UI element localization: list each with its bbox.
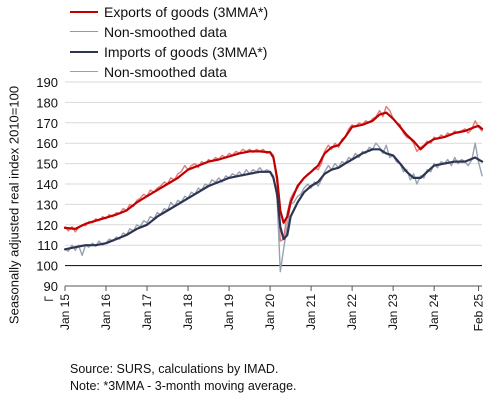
x-tick-label-1: Jan 16: [99, 294, 113, 330]
y-axis-title: Seasonally adjusted real index 2010=100: [6, 85, 22, 325]
legend-swatch-exports: [70, 11, 98, 14]
legend-label-exports-raw: Non-smoothed data: [104, 24, 227, 40]
x-tick-label-3: Jan 18: [181, 294, 195, 330]
y-tick-label-100: 100: [36, 259, 58, 274]
x-tick-label-8: Jan 23: [386, 294, 400, 330]
y-tick-label-160: 160: [36, 136, 58, 151]
y-tick-label-110: 110: [37, 238, 58, 253]
series-lines: [63, 105, 484, 273]
x-tick-label-5: Jan 20: [263, 294, 277, 330]
legend-swatch-exports-raw: [70, 31, 98, 33]
legend-swatch-imports: [70, 51, 98, 54]
legend-label-exports: Exports of goods (3MMA*): [104, 4, 269, 20]
y-tick-label-190: 190: [36, 75, 58, 90]
y-tick-label-180: 180: [36, 95, 58, 110]
legend-label-imports-raw: Non-smoothed data: [104, 64, 227, 80]
moving-average-note: Note: *3MMA - 3-month moving average.: [70, 379, 297, 393]
axes: [44, 285, 482, 301]
exports-raw-line: [64, 105, 483, 242]
x-tick-label-2: Jan 17: [140, 294, 154, 330]
x-tick-label-6: Jan 21: [304, 294, 318, 330]
y-tick-label-140: 140: [36, 177, 58, 192]
source-note: Source: SURS, calculations by IMAD.: [70, 362, 279, 376]
gridlines: [65, 81, 482, 267]
x-tick-label-4: Jan 19: [222, 294, 236, 330]
tick-labels: 90 100 110 120 130 140 150 160 170 180 190 Jan 15 Ja…: [36, 75, 485, 331]
chart-footnote: Source: SURS, calculations by IMAD. Note…: [70, 361, 297, 395]
x-tick-label-9: Jan 24: [427, 294, 441, 330]
axis-break-mark: [44, 296, 53, 301]
y-tick-label-130: 130: [36, 197, 58, 212]
y-tick-label-150: 150: [36, 157, 58, 172]
x-tick-label-10: Feb 25: [472, 294, 486, 332]
exports-3mma-line: [63, 111, 484, 230]
y-tick-label-170: 170: [36, 116, 58, 131]
x-tick-label-7: Jan 22: [345, 294, 359, 330]
y-tick-label-120: 120: [36, 218, 58, 233]
imports-3mma-line: [63, 148, 484, 251]
legend-label-imports: Imports of goods (3MMA*): [104, 44, 268, 60]
legend-swatch-imports-raw: [70, 71, 98, 73]
y-tick-label-90: 90: [44, 279, 58, 294]
x-tick-label-0: Jan 15: [58, 294, 72, 330]
